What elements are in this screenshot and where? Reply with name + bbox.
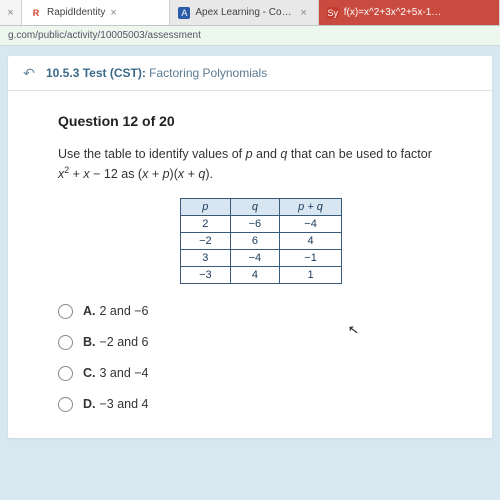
tab-label: RapidIdentity [47, 7, 105, 18]
address-bar[interactable]: g.com/public/activity/10005003/assessmen… [0, 26, 500, 46]
close-icon[interactable]: × [110, 7, 116, 19]
th-pq: p + q [280, 198, 342, 215]
favicon-icon: R [30, 7, 42, 19]
option-letter: C. [83, 366, 96, 380]
test-topic: Factoring Polynomials [149, 66, 267, 80]
option-a[interactable]: A. 2 and −6 [58, 304, 464, 319]
question-area: Question 12 of 20 Use the table to ident… [8, 91, 492, 438]
pq-table: p q p + q 2 −6 −4 −2 6 4 3 −4 −1 −3 4 [180, 198, 342, 284]
prompt-line1: Use the table to identify values of p an… [58, 147, 432, 161]
option-b[interactable]: B. −2 and 6 [58, 335, 464, 350]
table-header-row: p q p + q [181, 198, 342, 215]
option-text: 2 and −6 [100, 304, 149, 318]
table-row: −3 4 1 [181, 266, 342, 283]
radio-icon[interactable] [58, 335, 73, 350]
close-icon[interactable]: × [7, 7, 13, 19]
th-p: p [181, 198, 231, 215]
tab-stub[interactable]: × [0, 0, 22, 25]
option-letter: A. [83, 304, 96, 318]
main-panel: ↶ 10.5.3 Test (CST): Factoring Polynomia… [8, 56, 492, 438]
cursor-icon: ↖ [347, 321, 360, 338]
back-arrow-icon[interactable]: ↶ [22, 66, 36, 80]
option-d[interactable]: D. −3 and 4 [58, 397, 464, 412]
favicon-icon: Sy [327, 7, 339, 19]
option-c[interactable]: C. 3 and −4 [58, 366, 464, 381]
favicon-icon: A [178, 7, 190, 19]
browser-tabs: × R RapidIdentity × A Apex Learning - Co… [0, 0, 500, 26]
option-letter: D. [83, 397, 96, 411]
question-prompt: Use the table to identify values of p an… [58, 145, 464, 184]
url-text: g.com/public/activity/10005003/assessmen… [8, 30, 201, 41]
close-icon[interactable]: × [300, 7, 306, 19]
test-number: 10.5.3 [46, 66, 79, 80]
radio-icon[interactable] [58, 397, 73, 412]
radio-icon[interactable] [58, 366, 73, 381]
test-label: Test (CST): [83, 66, 146, 80]
option-letter: B. [83, 335, 96, 349]
option-text: −2 and 6 [100, 335, 149, 349]
test-header: ↶ 10.5.3 Test (CST): Factoring Polynomia… [8, 56, 492, 91]
tab-symbolab[interactable]: Sy f(x)=x^2+3x^2+5x-15 - Polynom [319, 0, 500, 25]
tab-label: Apex Learning - Courses [195, 7, 295, 18]
option-text: −3 and 4 [100, 397, 149, 411]
tab-rapididentity[interactable]: R RapidIdentity × [22, 0, 170, 25]
radio-icon[interactable] [58, 304, 73, 319]
th-q: q [230, 198, 280, 215]
table-row: 2 −6 −4 [181, 215, 342, 232]
option-text: 3 and −4 [100, 366, 149, 380]
table-row: 3 −4 −1 [181, 249, 342, 266]
answer-options: A. 2 and −6 B. −2 and 6 C. 3 and −4 D. −3 an… [58, 304, 464, 412]
tab-label: f(x)=x^2+3x^2+5x-15 - Polynom [344, 7, 444, 18]
question-title: Question 12 of 20 [58, 113, 464, 129]
tab-apex[interactable]: A Apex Learning - Courses × [170, 0, 318, 25]
prompt-expr: x2 + x − 12 as (x + p)(x + q). [58, 167, 213, 181]
table-row: −2 6 4 [181, 232, 342, 249]
